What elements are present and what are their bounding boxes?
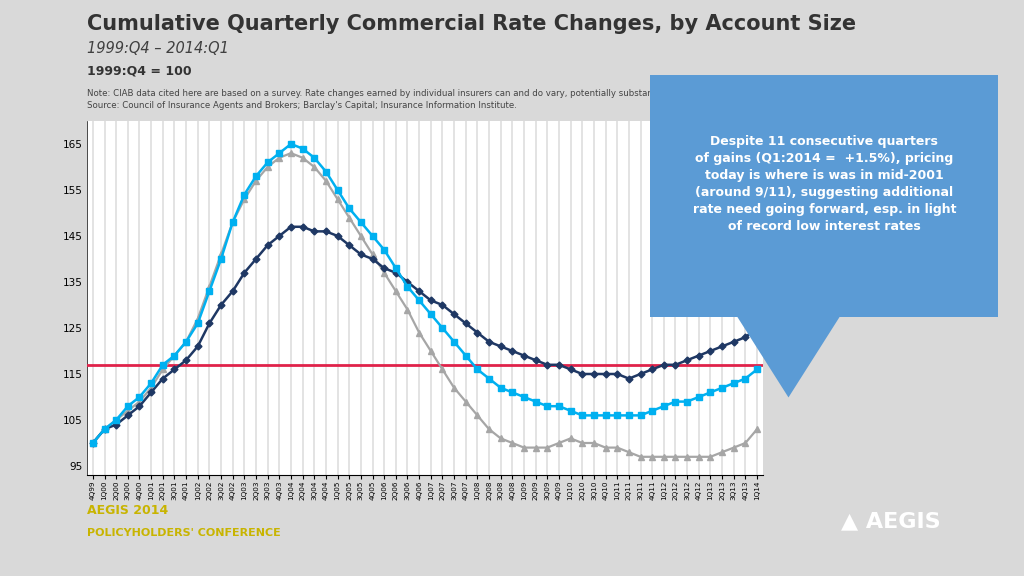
Large Accounts	[670, 453, 682, 460]
Midsized Accounts	[588, 412, 600, 419]
Text: ▲ AEGIS: ▲ AEGIS	[841, 511, 941, 531]
Midsized Accounts	[751, 366, 763, 373]
Large Accounts	[541, 444, 553, 451]
Text: 1999:Q4 – 2014:Q1: 1999:Q4 – 2014:Q1	[87, 41, 229, 56]
Text: Despite 11 consecutive quarters
of gains (Q1:2014 =  +1.5%), pricing
today is wh: Despite 11 consecutive quarters of gains…	[692, 135, 956, 233]
Text: 1999:Q4 = 100: 1999:Q4 = 100	[87, 65, 191, 78]
Large Accounts	[751, 426, 763, 433]
Small Accounts	[87, 439, 99, 446]
Large Accounts	[239, 196, 251, 203]
Midsized Accounts	[541, 403, 553, 410]
Small Accounts	[657, 361, 670, 368]
Midsized Accounts	[657, 403, 670, 410]
Text: Source: Council of Insurance Agents and Brokers; Barclay's Capital; Insurance In: Source: Council of Insurance Agents and …	[87, 101, 517, 110]
Large Accounts	[285, 150, 297, 157]
Large Accounts	[588, 439, 600, 446]
Small Accounts	[751, 324, 763, 331]
Small Accounts	[239, 270, 251, 276]
Text: POLICYHOLDERS' CONFERENCE: POLICYHOLDERS' CONFERENCE	[87, 528, 281, 538]
Small Accounts	[541, 361, 553, 368]
Small Accounts	[250, 256, 262, 263]
Small Accounts	[285, 223, 297, 230]
Small Accounts	[588, 370, 600, 377]
Large Accounts	[87, 439, 99, 446]
Large Accounts	[250, 177, 262, 184]
Line: Large Accounts: Large Accounts	[90, 150, 760, 460]
Line: Midsized Accounts: Midsized Accounts	[90, 141, 760, 446]
Text: Cumulative Quarterly Commercial Rate Changes, by Account Size: Cumulative Quarterly Commercial Rate Cha…	[87, 14, 856, 35]
Midsized Accounts	[250, 173, 262, 180]
Text: AEGIS 2014: AEGIS 2014	[87, 504, 168, 517]
Line: Small Accounts: Small Accounts	[90, 224, 760, 445]
Midsized Accounts	[87, 439, 99, 446]
Midsized Accounts	[728, 380, 740, 386]
Midsized Accounts	[285, 141, 297, 147]
Small Accounts	[728, 338, 740, 345]
Midsized Accounts	[239, 191, 251, 198]
Text: Note: CIAB data cited here are based on a survey. Rate changes earned by individ: Note: CIAB data cited here are based on …	[87, 89, 675, 98]
Large Accounts	[728, 444, 740, 451]
Large Accounts	[635, 453, 647, 460]
